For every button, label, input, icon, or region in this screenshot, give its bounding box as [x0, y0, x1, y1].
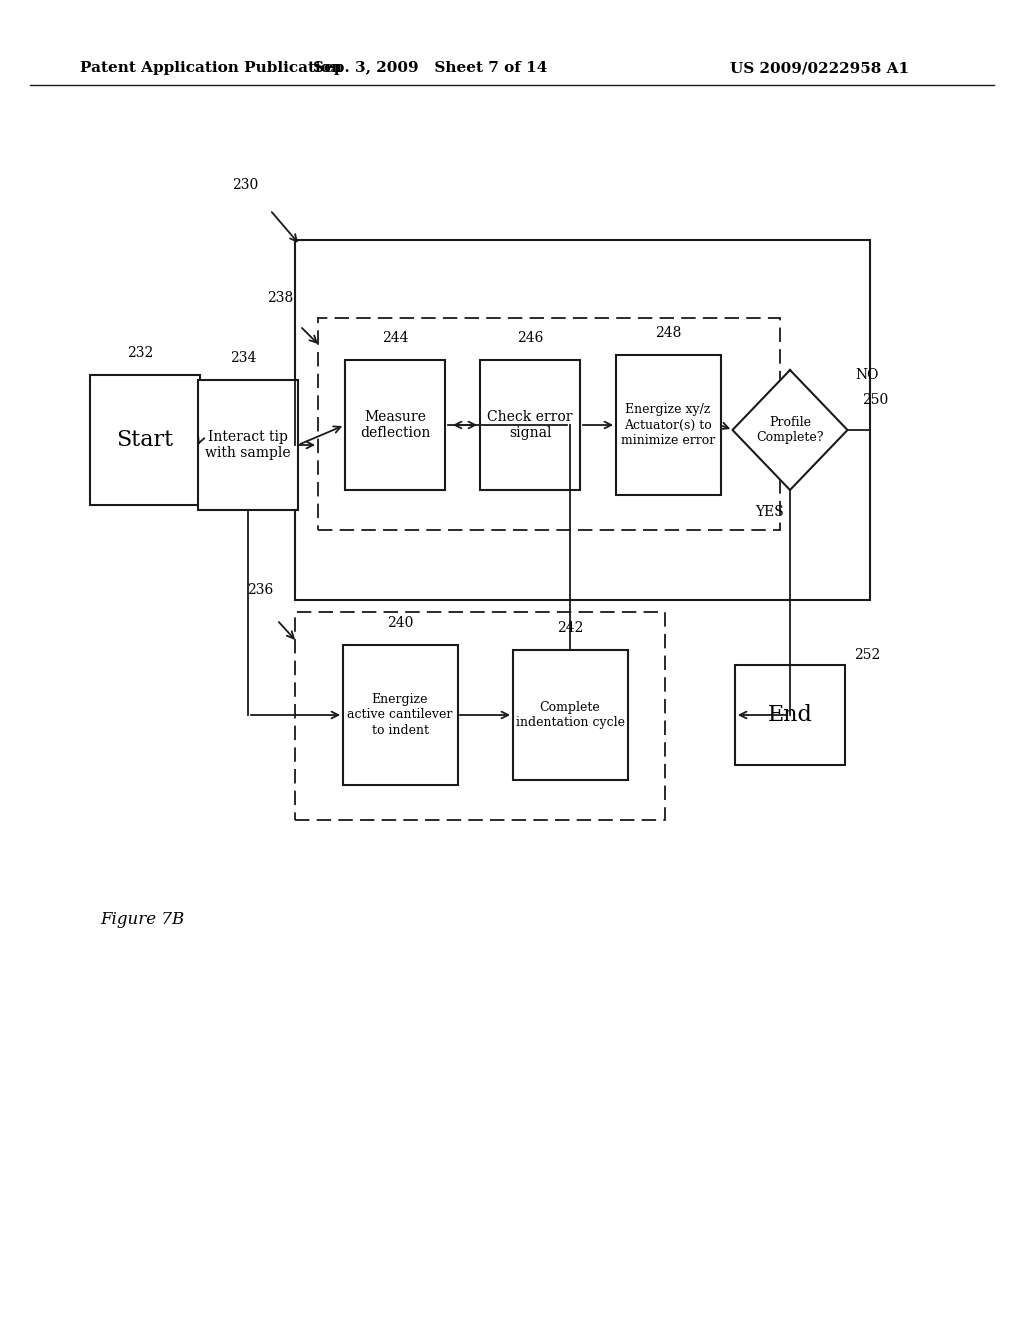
Text: Energize
active cantilever
to indent: Energize active cantilever to indent	[347, 693, 453, 737]
Text: 250: 250	[862, 393, 888, 407]
Bar	[513, 649, 628, 780]
Text: Energize xy/z
Actuator(s) to
minimize error: Energize xy/z Actuator(s) to minimize er…	[621, 404, 715, 446]
Text: End: End	[768, 704, 812, 726]
Text: 242: 242	[557, 620, 584, 635]
Text: US 2009/0222958 A1: US 2009/0222958 A1	[730, 61, 909, 75]
Text: Check error
signal: Check error signal	[487, 411, 572, 440]
Text: Start: Start	[117, 429, 173, 451]
Polygon shape	[732, 370, 848, 490]
Bar	[343, 645, 458, 785]
Text: 230: 230	[231, 178, 258, 191]
Text: Patent Application Publication: Patent Application Publication	[80, 61, 342, 75]
Bar	[345, 360, 445, 490]
Text: 248: 248	[654, 326, 681, 341]
Bar	[616, 355, 721, 495]
Text: 234: 234	[229, 351, 256, 366]
Text: 252: 252	[854, 648, 880, 663]
Bar	[480, 360, 580, 490]
Bar	[90, 375, 200, 506]
Text: 232: 232	[127, 346, 154, 360]
Text: Measure
deflection: Measure deflection	[359, 411, 430, 440]
Bar	[295, 240, 870, 601]
Text: Profile
Complete?: Profile Complete?	[757, 416, 823, 444]
Text: NO: NO	[855, 368, 879, 381]
Text: Figure 7B: Figure 7B	[100, 912, 184, 928]
Text: Complete
indentation cycle: Complete indentation cycle	[515, 701, 625, 729]
Text: 240: 240	[387, 616, 414, 630]
Bar	[735, 665, 845, 766]
Text: 244: 244	[382, 331, 409, 345]
Text: 238: 238	[267, 290, 293, 305]
Text: Sep. 3, 2009   Sheet 7 of 14: Sep. 3, 2009 Sheet 7 of 14	[312, 61, 547, 75]
Bar	[295, 612, 665, 820]
Text: YES: YES	[756, 506, 784, 519]
Text: Interact tip
with sample: Interact tip with sample	[205, 430, 291, 461]
Text: 246: 246	[517, 331, 543, 345]
Bar	[318, 318, 780, 531]
Bar	[198, 380, 298, 510]
Text: 236: 236	[247, 583, 273, 597]
